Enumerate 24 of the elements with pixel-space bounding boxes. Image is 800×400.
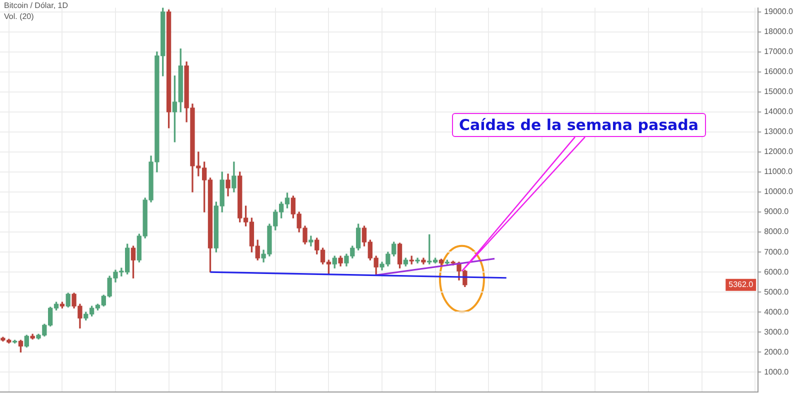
- y-tick-label: 16000.0: [764, 67, 794, 76]
- y-tick-label: 6000.0: [764, 267, 790, 276]
- y-tick-label: 13000.0: [764, 127, 794, 136]
- y-tick-label: 12000.0: [764, 147, 794, 156]
- text: Vol. (20): [4, 11, 35, 22]
- y-tick-label: 3000.0: [764, 327, 790, 336]
- annotation: Caídas de la semana pasada: [452, 113, 706, 138]
- y-tick-label: 14000.0: [764, 107, 794, 116]
- y-tick-label: 4000.0: [764, 307, 790, 316]
- y-tick-label: 19000.0: [764, 7, 794, 16]
- y-tick-label: 11000.0: [764, 167, 793, 176]
- candlestick: [308, 236, 314, 246]
- y-tick-label: 18000.0: [764, 27, 794, 36]
- y-tick-label: 2000.0: [764, 347, 790, 356]
- y-tick-label: 15000.0: [764, 87, 794, 96]
- y-tick-label: 9000.0: [764, 207, 790, 216]
- annotation: 5362.0: [728, 280, 754, 290]
- y-tick-label: 8000.0: [764, 227, 790, 236]
- y-tick-label: 5000.0: [764, 287, 790, 296]
- y-tick-label: 7000.0: [764, 247, 790, 256]
- y-tick-label: 1000.0: [764, 367, 790, 376]
- y-tick-label: 10000.0: [764, 187, 794, 196]
- y-tick-label: 17000.0: [764, 47, 794, 56]
- chart-title: Bitcoin / Dólar, 1D: [4, 0, 68, 11]
